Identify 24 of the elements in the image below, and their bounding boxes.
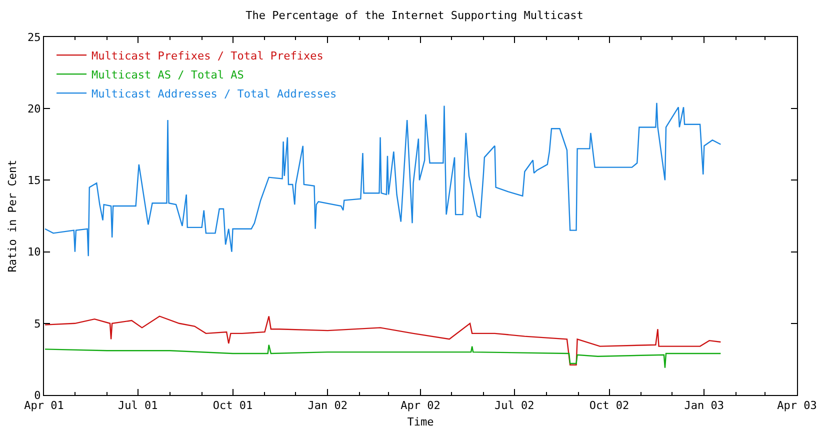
x-tick-label: Apr 03 xyxy=(777,399,817,412)
x-tick-label: Jan 03 xyxy=(684,399,724,412)
x-tick-label: Jan 02 xyxy=(308,399,348,412)
x-tick-label: Apr 02 xyxy=(400,399,440,412)
line-series xyxy=(44,102,722,257)
legend-label: Multicast Prefixes / Total Prefixes xyxy=(92,49,324,62)
y-tick-label: 20 xyxy=(28,102,41,116)
y-tick-label: 25 xyxy=(28,30,41,44)
y-tick-label: 0 xyxy=(34,388,41,402)
legend-label: Multicast AS / Total AS xyxy=(92,68,244,82)
x-axis-title: Time xyxy=(407,415,434,428)
y-tick-label: 10 xyxy=(28,246,41,259)
x-tick-label: Jul 02 xyxy=(494,399,534,412)
line-series xyxy=(44,316,722,366)
x-tick-label: Jul 01 xyxy=(118,399,158,412)
y-tick-label: 5 xyxy=(34,317,41,330)
x-tick-label: Apr 01 xyxy=(24,399,64,412)
x-tick-label: Oct 01 xyxy=(212,399,253,412)
x-tick-label: Oct 02 xyxy=(589,399,630,412)
line-series xyxy=(44,344,722,368)
y-axis-title: Ratio in Per Cent xyxy=(6,160,20,272)
y-tick-label: 15 xyxy=(28,174,41,188)
legend-label: Multicast Addresses / Total Addresses xyxy=(92,87,337,100)
chart-title: The Percentage of the Internet Supporting Multicast xyxy=(246,8,584,22)
